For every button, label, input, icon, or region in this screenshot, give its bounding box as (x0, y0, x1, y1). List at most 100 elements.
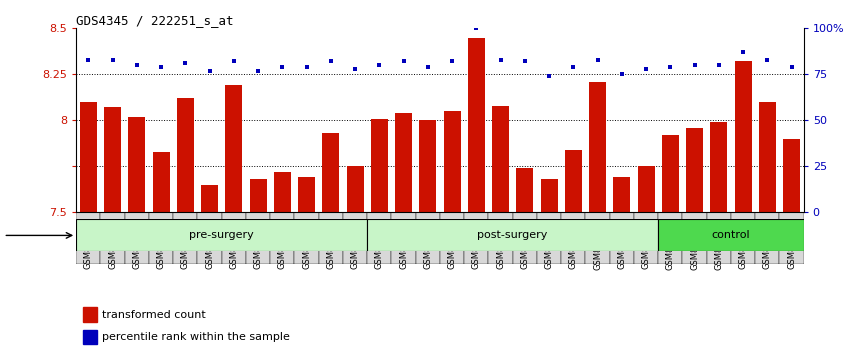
Bar (561, 212, 585, 264)
Point (494, 57, 508, 62)
Bar (516, 168, 533, 212)
Text: GDS4345 / 222251_s_at: GDS4345 / 222251_s_at (76, 14, 233, 27)
Bar (274, 172, 291, 212)
Bar (686, 128, 703, 212)
Bar (246, 212, 270, 264)
Point (349, 66, 362, 72)
Point (179, 61, 192, 66)
Bar (513, 212, 537, 264)
Point (542, 73, 556, 79)
Bar (201, 185, 218, 212)
Bar (492, 105, 509, 212)
Point (640, 66, 653, 72)
Point (615, 72, 629, 77)
Text: pre-surgery: pre-surgery (190, 230, 254, 240)
Bar (759, 102, 776, 212)
Bar (731, 212, 755, 264)
Bar (658, 212, 683, 264)
Point (785, 64, 799, 70)
Text: control: control (711, 230, 750, 240)
Bar (76, 212, 101, 264)
Point (251, 68, 265, 74)
Point (421, 64, 435, 70)
Bar (319, 212, 343, 264)
Bar (124, 212, 149, 264)
Bar (537, 212, 561, 264)
Point (276, 64, 289, 70)
Bar (395, 113, 412, 212)
Point (372, 62, 386, 68)
Bar (347, 166, 364, 212)
Bar (104, 108, 121, 212)
Point (567, 64, 580, 70)
Bar (84, 330, 96, 344)
Bar (80, 102, 96, 212)
Point (688, 62, 701, 68)
Bar (250, 179, 266, 212)
Bar (420, 120, 437, 212)
Point (203, 68, 217, 74)
Bar (177, 98, 194, 212)
Bar (468, 38, 485, 212)
Point (324, 59, 338, 64)
Bar (367, 219, 658, 251)
Bar (585, 212, 610, 264)
Point (712, 62, 726, 68)
Bar (658, 219, 804, 251)
Point (736, 50, 750, 55)
Text: transformed count: transformed count (102, 310, 206, 320)
Point (591, 57, 604, 62)
Bar (638, 166, 655, 212)
Bar (634, 212, 658, 264)
Point (518, 59, 531, 64)
Bar (613, 177, 630, 212)
Point (470, 25, 483, 31)
Bar (197, 212, 222, 264)
Bar (149, 212, 173, 264)
Bar (706, 212, 731, 264)
Bar (270, 212, 294, 264)
Point (663, 64, 677, 70)
Point (130, 62, 144, 68)
Bar (783, 139, 800, 212)
Bar (294, 212, 319, 264)
Point (445, 59, 459, 64)
Point (299, 64, 313, 70)
Bar (565, 150, 582, 212)
Bar (76, 219, 367, 251)
Bar (610, 212, 634, 264)
Bar (541, 179, 558, 212)
Bar (488, 212, 513, 264)
Bar (589, 82, 606, 212)
Bar (173, 212, 197, 264)
Text: percentile rank within the sample: percentile rank within the sample (102, 332, 289, 342)
Bar (371, 119, 387, 212)
Bar (734, 62, 751, 212)
Bar (779, 212, 804, 264)
Bar (222, 212, 246, 264)
Bar (84, 307, 96, 322)
Bar (225, 85, 242, 212)
Point (81, 57, 95, 62)
Bar (367, 212, 392, 264)
Point (397, 59, 410, 64)
Bar (711, 122, 728, 212)
Bar (755, 212, 779, 264)
Bar (443, 111, 460, 212)
Bar (298, 177, 315, 212)
Bar (152, 152, 169, 212)
Bar (464, 212, 488, 264)
Text: post-surgery: post-surgery (477, 230, 548, 240)
Bar (662, 135, 678, 212)
Bar (343, 212, 367, 264)
Bar (415, 212, 440, 264)
Point (227, 59, 240, 64)
Point (154, 64, 168, 70)
Bar (322, 133, 339, 212)
Bar (440, 212, 464, 264)
Bar (101, 212, 124, 264)
Point (761, 57, 774, 62)
Bar (392, 212, 415, 264)
Bar (683, 212, 706, 264)
Bar (129, 117, 146, 212)
